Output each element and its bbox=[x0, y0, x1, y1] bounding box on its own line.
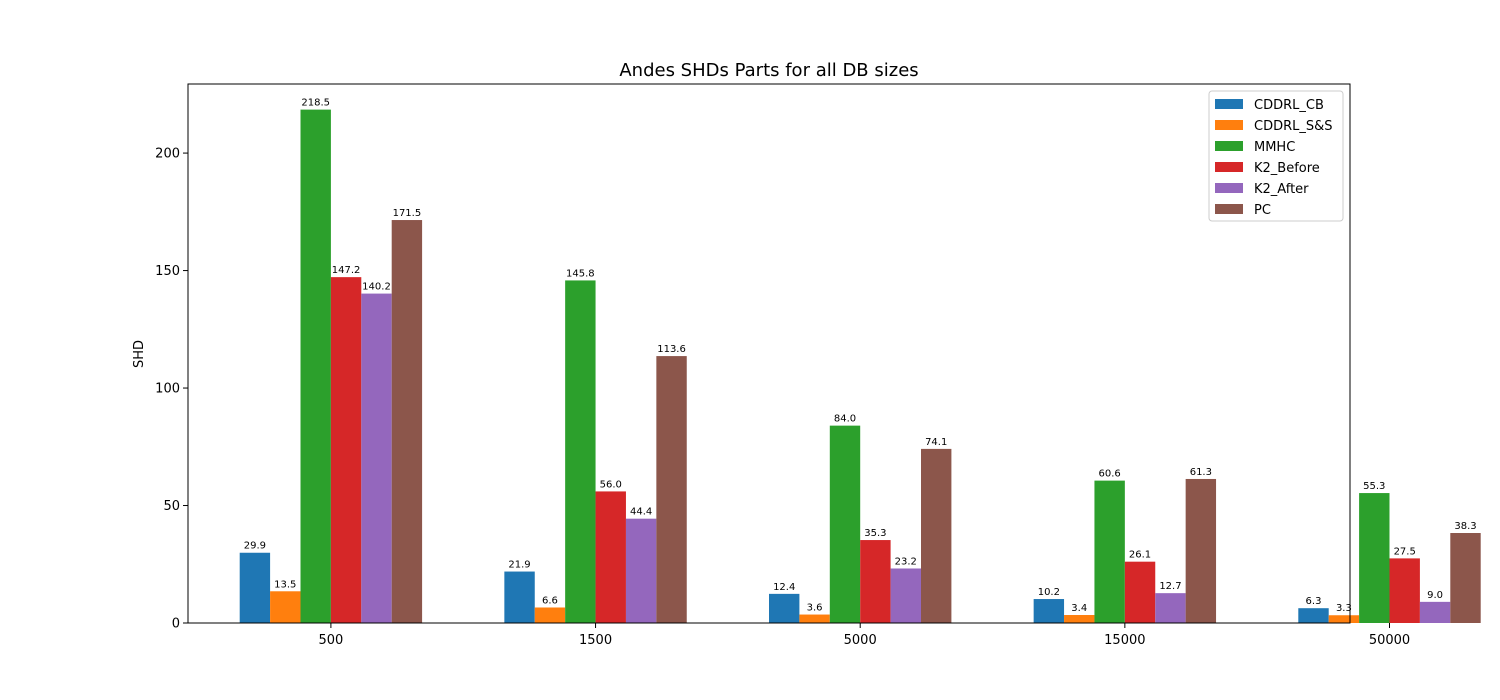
bar-value-label: 55.3 bbox=[1363, 481, 1385, 492]
bar-mmhc bbox=[565, 280, 596, 623]
bar-value-label: 60.6 bbox=[1099, 469, 1121, 480]
bar-value-label: 21.9 bbox=[508, 560, 530, 571]
bar-k2-after bbox=[625, 518, 657, 623]
legend: CDDRL_CB CDDRL_S&S MMHC K2_Before K2_After PC bbox=[1208, 90, 1344, 222]
y-axis-label: SHD bbox=[132, 340, 147, 368]
bar-value-label: 140.2 bbox=[362, 282, 391, 293]
legend-entry: CDDRL_S&S bbox=[1254, 119, 1333, 134]
bar-value-label: 61.3 bbox=[1190, 467, 1212, 478]
bar-pc bbox=[391, 220, 423, 623]
x-tick-label: 50000 bbox=[1369, 633, 1410, 648]
bar-pc bbox=[1450, 533, 1481, 623]
bar-k2-before bbox=[595, 491, 626, 623]
legend-swatch bbox=[1215, 141, 1243, 151]
bar-mmhc bbox=[1359, 493, 1390, 623]
bar-k2-before bbox=[330, 277, 362, 623]
x-tick-label: 15000 bbox=[1104, 633, 1145, 648]
y-tick-label: 0 bbox=[172, 617, 180, 632]
legend-swatch bbox=[1215, 120, 1243, 130]
bar-cddrl-cb bbox=[239, 552, 271, 623]
bar-value-label: 6.6 bbox=[542, 595, 558, 606]
legend-entry: PC bbox=[1254, 203, 1271, 218]
bar-pc bbox=[656, 356, 687, 623]
legend-entry: K2_After bbox=[1254, 182, 1309, 197]
bar-k2-after bbox=[361, 293, 392, 623]
bar-cddrl-s-s bbox=[270, 591, 301, 623]
bar-cddrl-s-s bbox=[1064, 615, 1095, 623]
bar-k2-before bbox=[860, 540, 891, 623]
bar-k2-after bbox=[1155, 593, 1186, 623]
y-tick-label: 100 bbox=[155, 382, 180, 397]
bar-value-label: 23.2 bbox=[895, 556, 917, 567]
bar-value-label: 13.5 bbox=[274, 579, 296, 590]
legend-swatch bbox=[1215, 204, 1243, 214]
y-tick-label: 50 bbox=[163, 499, 180, 514]
plot-frame bbox=[187, 83, 1351, 624]
bar-cddrl-s-s bbox=[1328, 615, 1360, 623]
bar-value-label: 3.4 bbox=[1071, 603, 1087, 614]
bar-value-label: 3.3 bbox=[1336, 603, 1352, 614]
bar-value-label: 218.5 bbox=[301, 98, 330, 109]
bar-value-label: 84.0 bbox=[834, 414, 856, 425]
bar-value-label: 147.2 bbox=[332, 265, 361, 276]
bar-cddrl-s-s bbox=[534, 607, 566, 623]
legend-swatch bbox=[1215, 99, 1243, 109]
bar-value-label: 29.9 bbox=[244, 541, 266, 552]
bar-pc bbox=[1185, 478, 1217, 623]
bar-mmhc bbox=[300, 109, 331, 624]
x-tick-label: 5000 bbox=[844, 633, 877, 648]
bar-value-label: 74.1 bbox=[925, 437, 947, 448]
bar-value-label: 145.8 bbox=[566, 268, 595, 279]
chart-title: Andes SHDs Parts for all DB sizes bbox=[619, 60, 918, 81]
bar-cddrl-cb bbox=[504, 571, 535, 623]
x-tick-label: 1500 bbox=[579, 633, 612, 648]
bar-value-label: 12.4 bbox=[773, 582, 795, 593]
bar-cddrl-cb bbox=[1298, 608, 1329, 623]
bar-cddrl-cb bbox=[769, 593, 800, 623]
bar-k2-after bbox=[1419, 601, 1451, 623]
bar-value-label: 12.7 bbox=[1159, 581, 1181, 592]
bar-value-label: 26.1 bbox=[1129, 550, 1151, 561]
bar-cddrl-s-s bbox=[799, 614, 830, 623]
legend-swatch bbox=[1215, 183, 1243, 193]
bar-value-label: 113.6 bbox=[657, 344, 686, 355]
bar-value-label: 3.6 bbox=[807, 603, 823, 614]
bar-mmhc bbox=[829, 425, 861, 623]
bar-k2-after bbox=[890, 568, 921, 623]
bar-value-label: 56.0 bbox=[600, 479, 622, 490]
bar-cddrl-cb bbox=[1033, 599, 1065, 623]
y-tick-label: 200 bbox=[155, 147, 180, 162]
bar-k2-before bbox=[1389, 558, 1420, 623]
bar-k2-before bbox=[1124, 561, 1156, 623]
legend-entry: CDDRL_CB bbox=[1254, 98, 1324, 113]
x-tick-label: 500 bbox=[318, 633, 343, 648]
bar-value-label: 9.0 bbox=[1427, 590, 1443, 601]
legend-entry: K2_Before bbox=[1254, 161, 1320, 176]
bar-value-label: 27.5 bbox=[1394, 546, 1416, 557]
bar-pc bbox=[921, 448, 952, 623]
bar-mmhc bbox=[1094, 480, 1125, 623]
y-tick-label: 150 bbox=[155, 264, 180, 279]
bar-value-label: 44.4 bbox=[630, 507, 652, 518]
bar-value-label: 38.3 bbox=[1454, 521, 1476, 532]
bar-value-label: 171.5 bbox=[393, 208, 422, 219]
bar-value-label: 10.2 bbox=[1038, 587, 1060, 598]
bar-value-label: 6.3 bbox=[1306, 596, 1322, 607]
legend-swatch bbox=[1215, 162, 1243, 172]
legend-entry: MMHC bbox=[1254, 140, 1295, 155]
bar-value-label: 35.3 bbox=[864, 528, 886, 539]
